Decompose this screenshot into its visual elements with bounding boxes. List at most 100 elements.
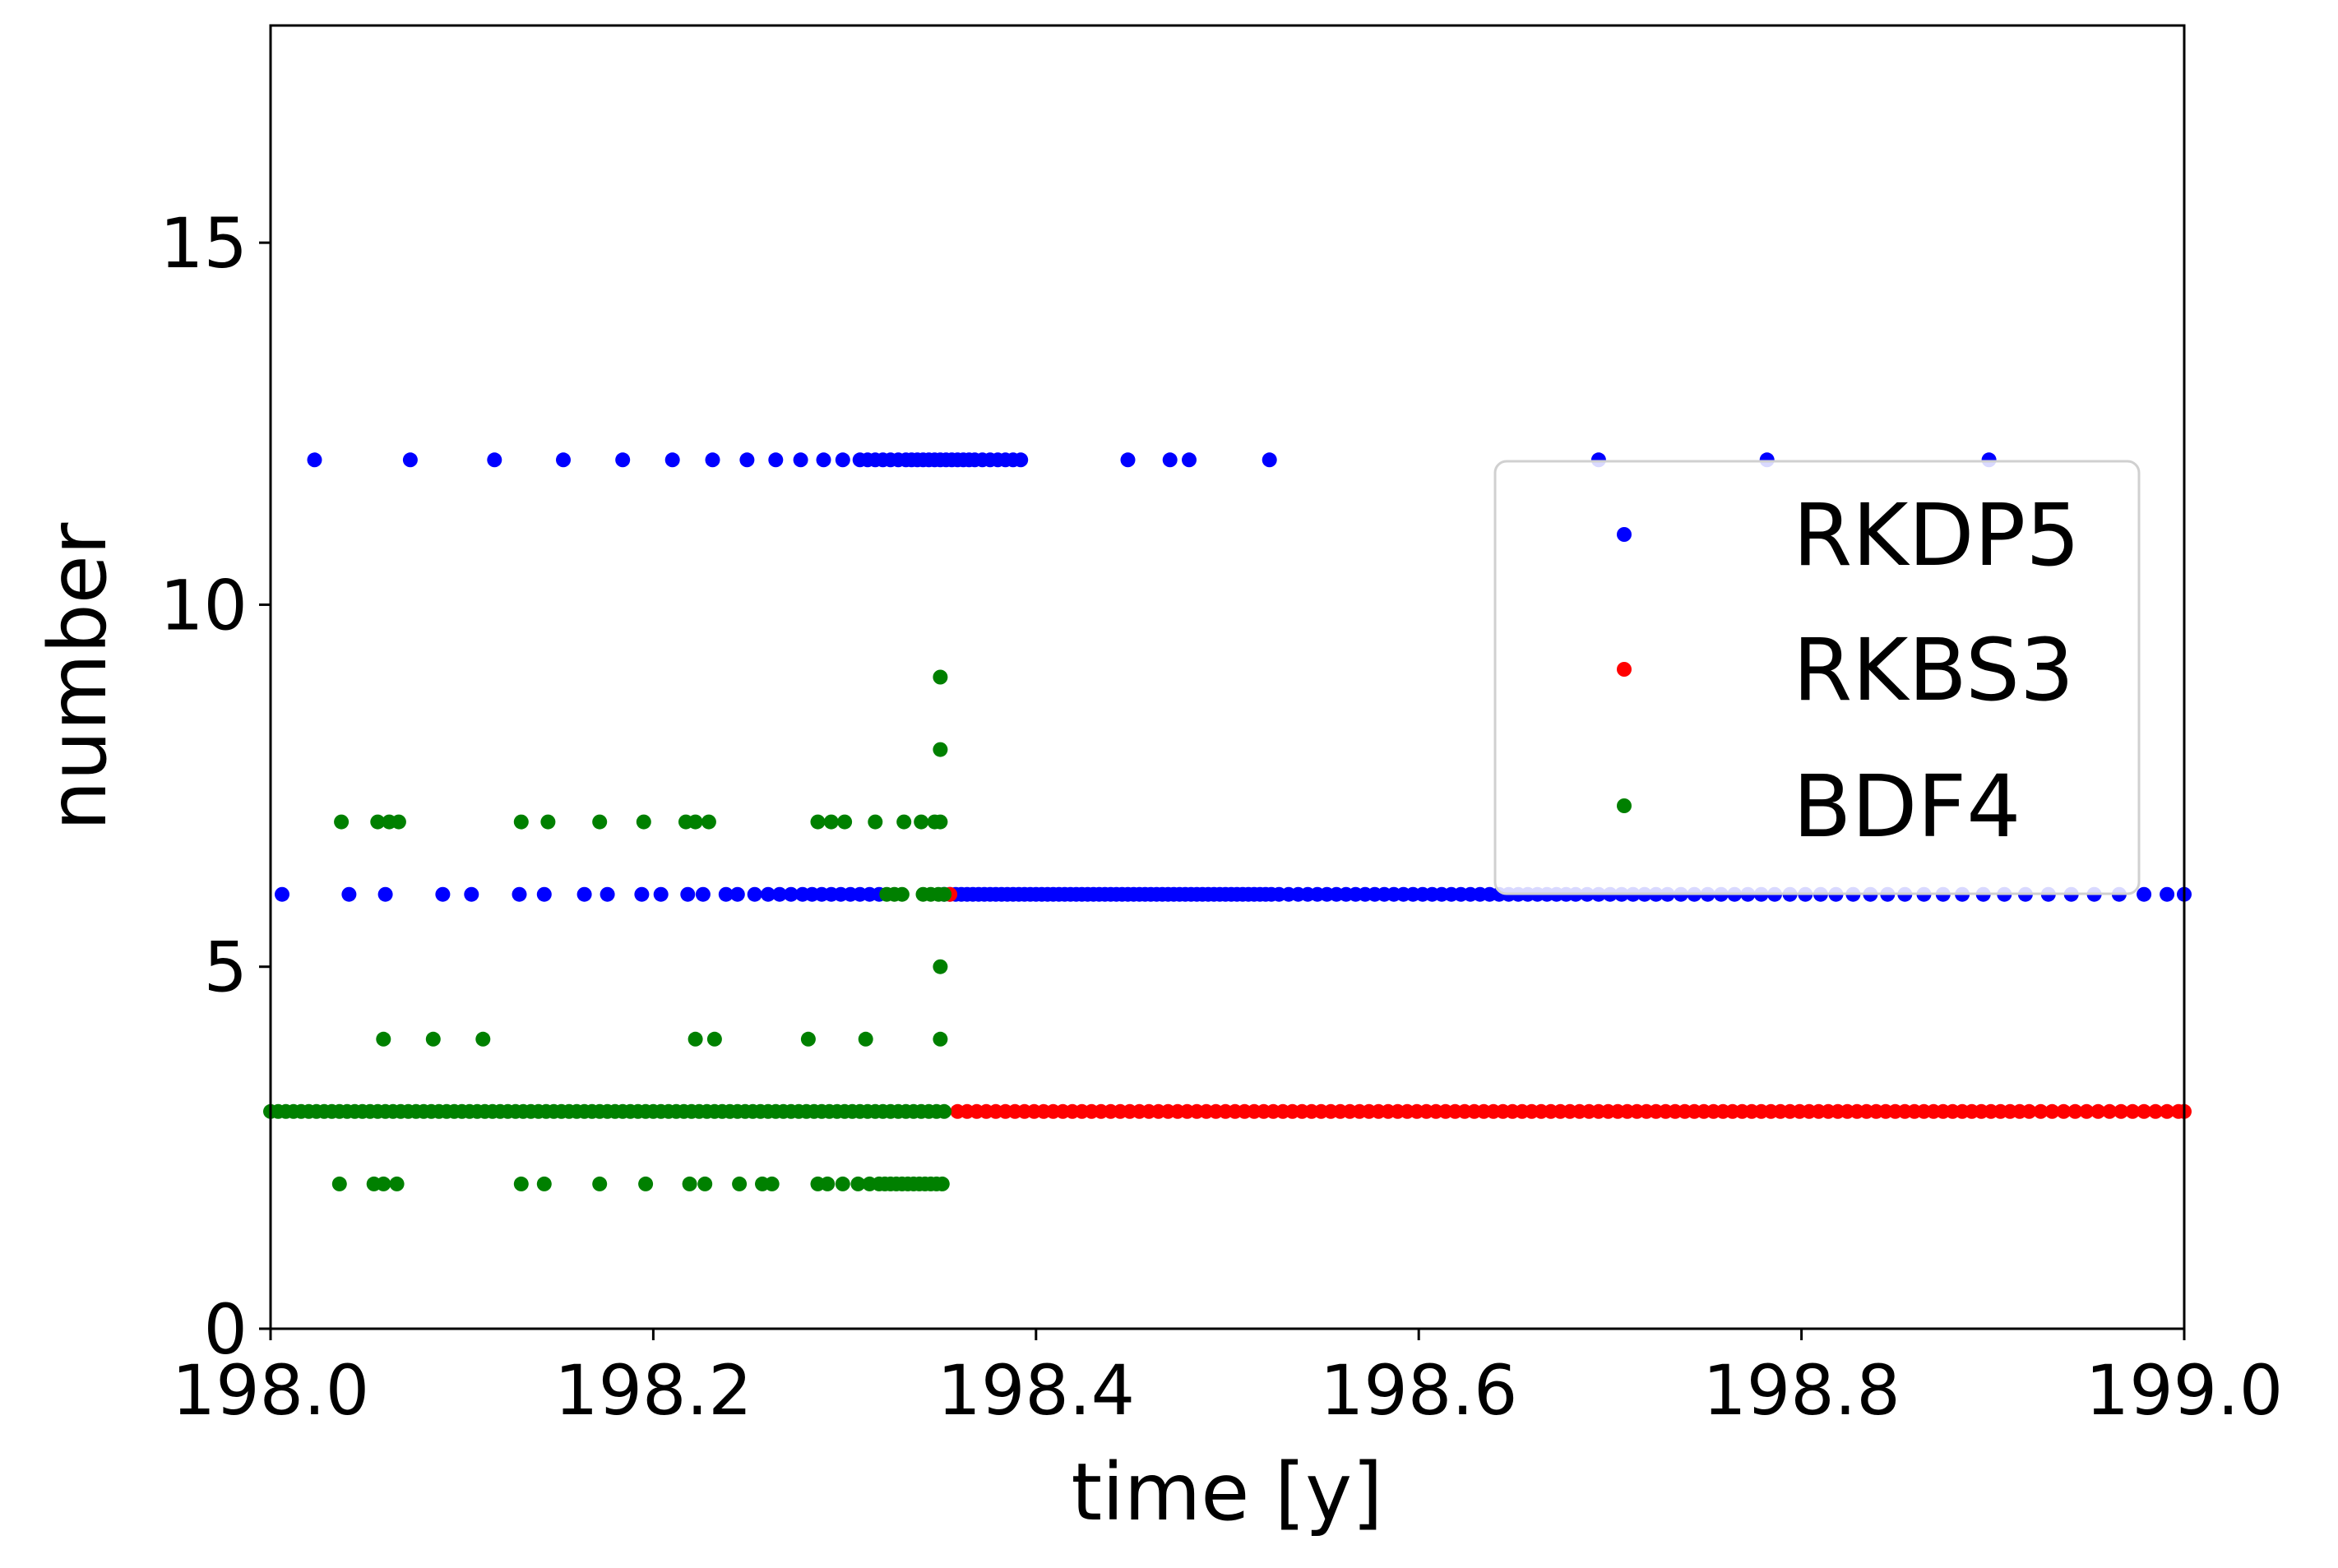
point-bdf4-23	[425, 1031, 441, 1047]
x-axis-label: time [y]	[1071, 1446, 1382, 1538]
point-rkbs3-121	[2113, 1103, 2129, 1119]
point-rkdp5-47	[435, 886, 451, 902]
point-bdf4-29	[933, 1031, 948, 1047]
point-rkbs3-115	[2044, 1103, 2060, 1119]
point-rkbs3-124	[2148, 1103, 2164, 1119]
x-axis-ticks: 198.0 198.2 198.4 198.6 198.8 199.0	[172, 1329, 2283, 1431]
series-rkbs3	[942, 886, 2192, 1119]
point-bdf4-4	[513, 814, 529, 830]
legend: RKDP5 RKBS3 BDF4	[1493, 460, 2141, 895]
x-tick-label: 198.4	[938, 1350, 1135, 1431]
point-rkdp5-44	[275, 886, 289, 902]
point-rkdp5-46	[377, 886, 393, 902]
point-bdf4-1	[370, 814, 386, 830]
point-bdf4-5	[540, 814, 556, 830]
point-rkdp5-62	[783, 886, 799, 902]
point-rkdp5-1	[402, 452, 418, 468]
point-rkdp5-52	[600, 886, 615, 902]
point-bdf4-44	[820, 1176, 836, 1191]
point-rkdp5-40	[1262, 452, 1277, 468]
y-tick-label: 10	[160, 565, 248, 645]
y-axis-ticks: 0 5 10 15	[160, 203, 271, 1370]
point-bdf4-9	[688, 814, 703, 830]
point-rkbs3-125	[2160, 1103, 2175, 1119]
point-rkdp5-54	[653, 886, 669, 902]
point-bdf4-35	[536, 1176, 552, 1191]
point-rkbs3-116	[2056, 1103, 2072, 1119]
point-rkbs3-114	[2033, 1103, 2049, 1119]
point-rkdp5-5	[664, 452, 680, 468]
point-bdf4-62	[894, 886, 910, 902]
point-rkbs3-122	[2125, 1103, 2141, 1119]
point-rkdp5-11	[835, 452, 850, 468]
point-bdf4-25	[688, 1031, 703, 1047]
point-rkdp5-60	[761, 886, 775, 902]
point-bdf4-33	[389, 1176, 405, 1191]
point-rkdp5-3	[556, 452, 571, 468]
point-rkdp5-49	[512, 886, 527, 902]
point-rkdp5-61	[772, 886, 787, 902]
point-rkdp5-2	[487, 452, 502, 468]
x-tick-label: 198.0	[172, 1350, 369, 1431]
point-bdf4-22	[376, 1031, 391, 1047]
point-rkdp5-59	[747, 886, 762, 902]
point-rkdp5-38	[1162, 452, 1178, 468]
point-bdf4-21	[933, 959, 948, 974]
point-bdf4-59	[934, 1176, 950, 1191]
point-rkdp5-9	[793, 452, 808, 468]
point-bdf4-7	[636, 814, 651, 830]
point-bdf4-10	[701, 814, 716, 830]
point-bdf4-39	[697, 1176, 713, 1191]
plot-frame	[269, 24, 2186, 1330]
y-tick-label: 0	[204, 1289, 248, 1370]
point-bdf4-3	[391, 814, 406, 830]
point-bdf4-18	[933, 669, 948, 685]
point-bdf4-14	[868, 814, 883, 830]
point-rkdp5-0	[307, 452, 322, 468]
point-rkdp5-45	[341, 886, 357, 902]
point-bdf4-42	[764, 1176, 780, 1191]
point-rkdp5-197	[2160, 886, 2175, 902]
legend-label-bdf4: BDF4	[1793, 756, 2021, 857]
point-bdf4-24	[475, 1031, 491, 1047]
point-bdf4-34	[513, 1176, 529, 1191]
point-rkbs3-123	[2137, 1103, 2152, 1119]
point-rkdp5-39	[1182, 452, 1197, 468]
legend-box	[1493, 460, 2141, 895]
x-tick-label: 199.0	[2086, 1350, 2283, 1431]
x-tick-label: 198.8	[1702, 1350, 1900, 1431]
legend-marker-rkbs3	[1617, 662, 1632, 677]
point-bdf4-13	[837, 814, 853, 830]
point-bdf4-27	[800, 1031, 816, 1047]
point-bdf4-26	[706, 1031, 722, 1047]
y-axis-label: number	[32, 522, 124, 830]
point-bdf4-16	[914, 814, 929, 830]
point-rkdp5-4	[615, 452, 631, 468]
legend-marker-rkdp5	[1617, 527, 1632, 542]
point-bdf4-45	[835, 1176, 850, 1191]
point-rkbs3-117	[2067, 1103, 2083, 1119]
point-rkbs3-119	[2090, 1103, 2106, 1119]
point-bdf4-20	[933, 814, 948, 830]
y-tick-label: 15	[160, 203, 248, 284]
point-rkdp5-8	[768, 452, 784, 468]
point-bdf4-30	[331, 1176, 347, 1191]
point-bdf4-37	[638, 1176, 654, 1191]
point-rkdp5-7	[739, 452, 755, 468]
point-bdf4-11	[810, 814, 826, 830]
point-rkdp5-50	[536, 886, 552, 902]
point-rkdp5-6	[705, 452, 720, 468]
point-rkdp5-58	[729, 886, 745, 902]
x-tick-label: 198.2	[554, 1350, 752, 1431]
point-rkdp5-56	[695, 886, 711, 902]
point-rkdp5-57	[718, 886, 734, 902]
point-bdf4-32	[376, 1176, 391, 1191]
point-bdf4-155	[937, 1103, 952, 1119]
point-bdf4-38	[682, 1176, 697, 1191]
series-bdf4	[263, 669, 952, 1191]
x-tick-label: 198.6	[1320, 1350, 1517, 1431]
point-bdf4-40	[732, 1176, 748, 1191]
point-rkdp5-55	[680, 886, 696, 902]
point-rkdp5-37	[1120, 452, 1136, 468]
